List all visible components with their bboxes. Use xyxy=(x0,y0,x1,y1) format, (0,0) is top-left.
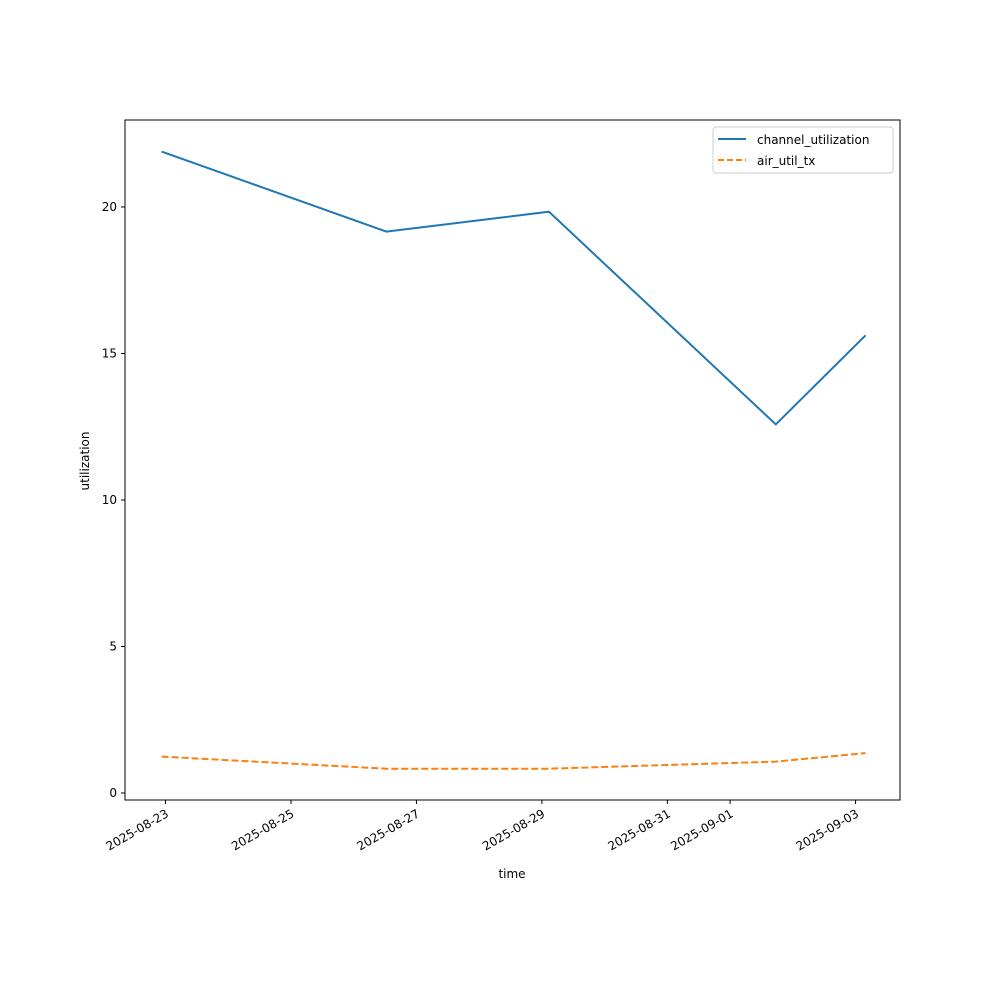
y-axis-label: utilization xyxy=(78,432,92,491)
x-tick-label: 2025-08-25 xyxy=(229,806,296,853)
x-tick-label: 2025-08-23 xyxy=(104,806,171,853)
y-tick-label: 10 xyxy=(102,493,117,507)
legend: channel_utilization air_util_tx xyxy=(713,127,893,173)
y-tick-label: 15 xyxy=(102,347,117,361)
y-tick-label: 20 xyxy=(102,200,117,214)
legend-label-channel-utilization: channel_utilization xyxy=(757,133,869,147)
y-tick-label: 0 xyxy=(109,786,117,800)
legend-label-air-util-tx: air_util_tx xyxy=(757,154,815,168)
x-tick-label: 2025-09-03 xyxy=(794,806,861,853)
x-tick-label: 2025-08-27 xyxy=(355,806,422,853)
y-tick-label: 5 xyxy=(109,639,117,653)
plot-area xyxy=(125,120,900,800)
x-tick-label: 2025-08-31 xyxy=(605,806,672,853)
x-tick-label: 2025-08-29 xyxy=(480,806,547,853)
x-tick-label: 2025-09-01 xyxy=(668,806,735,853)
x-axis-label: time xyxy=(498,867,525,881)
